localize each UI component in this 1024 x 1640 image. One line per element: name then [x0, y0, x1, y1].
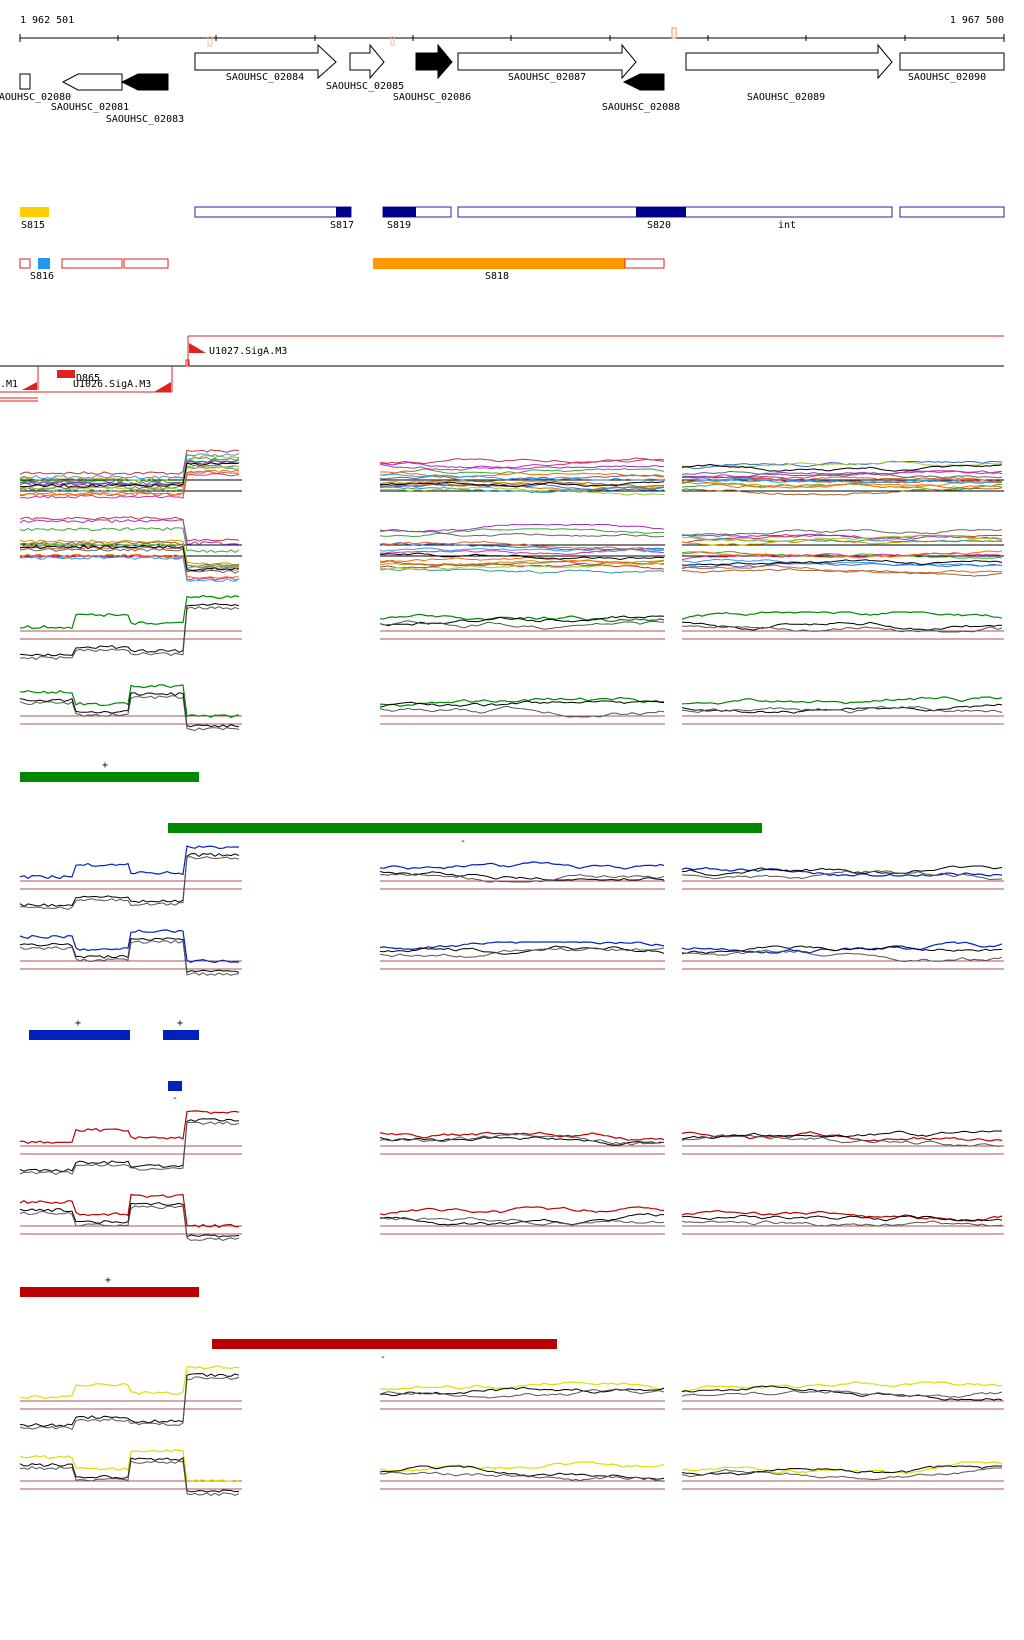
segment-s818[interactable] — [373, 258, 625, 269]
segment-label-s816: S816 — [30, 271, 54, 282]
expression-plots — [20, 450, 1004, 1496]
promoter-d865[interactable] — [57, 370, 75, 378]
gene-label-02083: SAOUHSC_02083 — [106, 114, 184, 125]
gene-02089-arrow[interactable] — [686, 45, 892, 78]
segment-label-s817: S817 — [330, 220, 354, 231]
segment-label-s815: S815 — [21, 220, 45, 231]
red-minus-mark: - — [380, 1352, 386, 1363]
segment-s817[interactable] — [336, 207, 351, 217]
coord-end: 1 967 500 — [950, 15, 1004, 26]
gene-label-02086: SAOUHSC_02086 — [393, 92, 471, 103]
promoter-track: U1027.SigA.M3 D865 U1026.SigA.M3 .M1 — [0, 336, 1004, 401]
green-plus-domain[interactable] — [20, 772, 199, 782]
strand-domains: + - + + - + - — [20, 760, 762, 1363]
gene-label-02081: SAOUHSC_02081 — [51, 102, 129, 113]
blue-minus-domain[interactable] — [168, 1081, 182, 1091]
green-minus-mark: - — [460, 836, 466, 847]
gene-02081-arrow[interactable] — [63, 74, 122, 90]
blue-plus-domain-a[interactable] — [29, 1030, 130, 1040]
red-plus-mark: + — [105, 1275, 111, 1286]
gene-track: SAOUHSC_02080 SAOUHSC_02081 SAOUHSC_0208… — [0, 45, 1004, 125]
gene-02085-arrow[interactable] — [350, 45, 384, 78]
blue-plus-mark-a: + — [75, 1018, 81, 1029]
gene-02088-arrow[interactable] — [624, 74, 664, 90]
blue-plus-domain-b[interactable] — [163, 1030, 199, 1040]
segment-s820[interactable] — [636, 207, 686, 217]
segment-label-s819: S819 — [387, 220, 411, 231]
segment-label-int: int — [778, 220, 796, 231]
segment-label-s818: S818 — [485, 271, 509, 282]
gene-02083-arrow[interactable] — [122, 74, 168, 90]
promoter-label-u1027: U1027.SigA.M3 — [209, 346, 287, 357]
gene-label-02084: SAOUHSC_02084 — [226, 72, 304, 83]
segment-s815[interactable] — [20, 207, 49, 217]
green-plus-mark: + — [102, 760, 108, 771]
gene-label-02088: SAOUHSC_02088 — [602, 102, 680, 113]
green-minus-domain[interactable] — [168, 823, 762, 833]
coordinate-ruler: 1 962 501 1 967 500 — [20, 15, 1004, 46]
red-minus-domain[interactable] — [212, 1339, 557, 1349]
gene-02086-arrow[interactable] — [416, 45, 452, 78]
gene-02090-arrow[interactable] — [900, 53, 1004, 70]
red-plus-domain[interactable] — [20, 1287, 199, 1297]
blue-plus-mark-b: + — [177, 1018, 183, 1029]
segment-label-s820: S820 — [647, 220, 671, 231]
blue-minus-mark: - — [172, 1093, 178, 1104]
gene-label-02085: SAOUHSC_02085 — [326, 81, 404, 92]
segment-track-upper: S815 S817 S819 S820 int — [20, 207, 1004, 231]
segment-track-lower: S816 S818 — [20, 258, 664, 282]
gene-label-02087: SAOUHSC_02087 — [508, 72, 586, 83]
segment-s819[interactable] — [383, 207, 416, 217]
promoter-label-u1026: U1026.SigA.M3 — [73, 379, 151, 390]
coord-start: 1 962 501 — [20, 15, 74, 26]
gene-02080-box[interactable] — [20, 74, 30, 89]
promoter-label-m1: .M1 — [0, 379, 18, 390]
gene-label-02090: SAOUHSC_02090 — [908, 72, 986, 83]
segment-s816[interactable] — [38, 258, 50, 269]
gene-label-02089: SAOUHSC_02089 — [747, 92, 825, 103]
